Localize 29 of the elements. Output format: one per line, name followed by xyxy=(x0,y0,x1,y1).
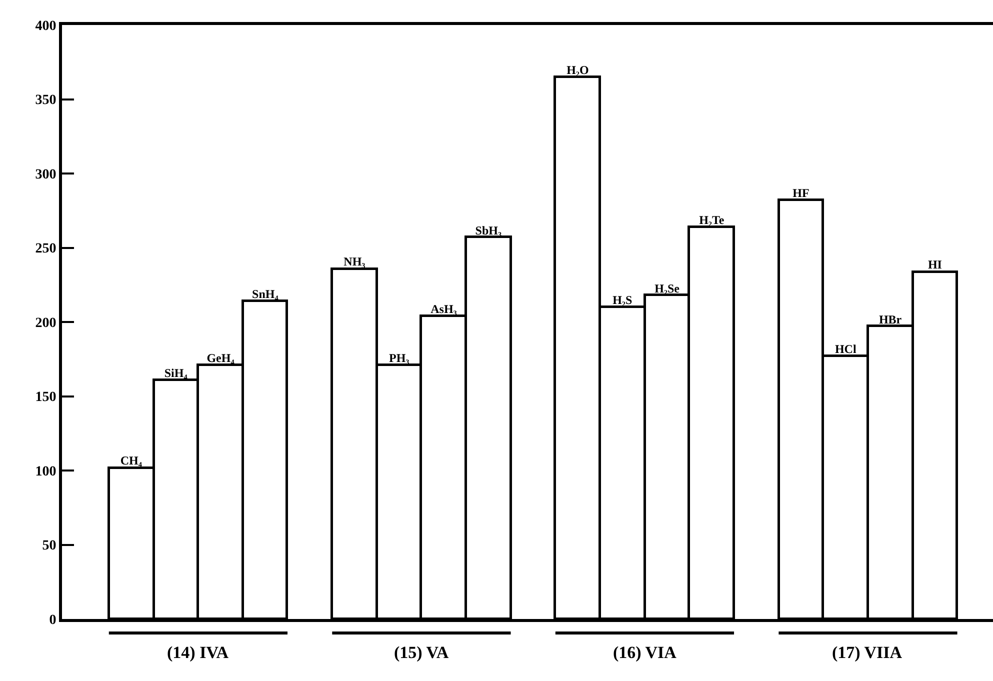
y-tick-label: 400 xyxy=(35,18,56,34)
y-tick-label: 100 xyxy=(35,464,56,480)
y-tick-label: 50 xyxy=(42,538,56,554)
x-tick-label: H₂Te xyxy=(699,212,725,227)
x-tick-label: GeH₄ xyxy=(206,351,235,366)
x-tick-label: NH₃ xyxy=(344,254,366,269)
x-tick-label: AsH₃ xyxy=(430,302,458,316)
x-tick-label: SbH₃ xyxy=(475,223,502,238)
y-tick-label: 250 xyxy=(35,242,56,257)
x-tick-label: HF xyxy=(792,186,810,200)
text: (16) VIA xyxy=(613,643,678,662)
x-tick-label: H₂O xyxy=(566,62,589,77)
y-tick-label: 350 xyxy=(35,93,56,108)
x-tick-label: CH₄ xyxy=(120,454,142,468)
x-tick-label: H₂Se xyxy=(654,281,680,296)
y-tick-label: 300 xyxy=(35,167,56,182)
text: (17) VIIA xyxy=(832,643,903,662)
y-tick-label: 200 xyxy=(35,316,56,331)
text: (15) VA xyxy=(394,643,450,662)
y-tick-label: 0 xyxy=(49,612,56,628)
text: (14) IVA xyxy=(167,643,230,662)
x-tick-label: HBr xyxy=(878,312,902,326)
x-tick-label: PH₃ xyxy=(388,351,410,366)
x-tick-label: HCl xyxy=(834,342,857,356)
x-tick-label: SnH₄ xyxy=(252,287,279,302)
x-tick-label: H₂S xyxy=(612,293,633,308)
y-tick-label: 150 xyxy=(35,390,56,406)
x-tick-label: SiH₄ xyxy=(164,366,188,380)
x-tick-label: HI xyxy=(928,258,942,272)
